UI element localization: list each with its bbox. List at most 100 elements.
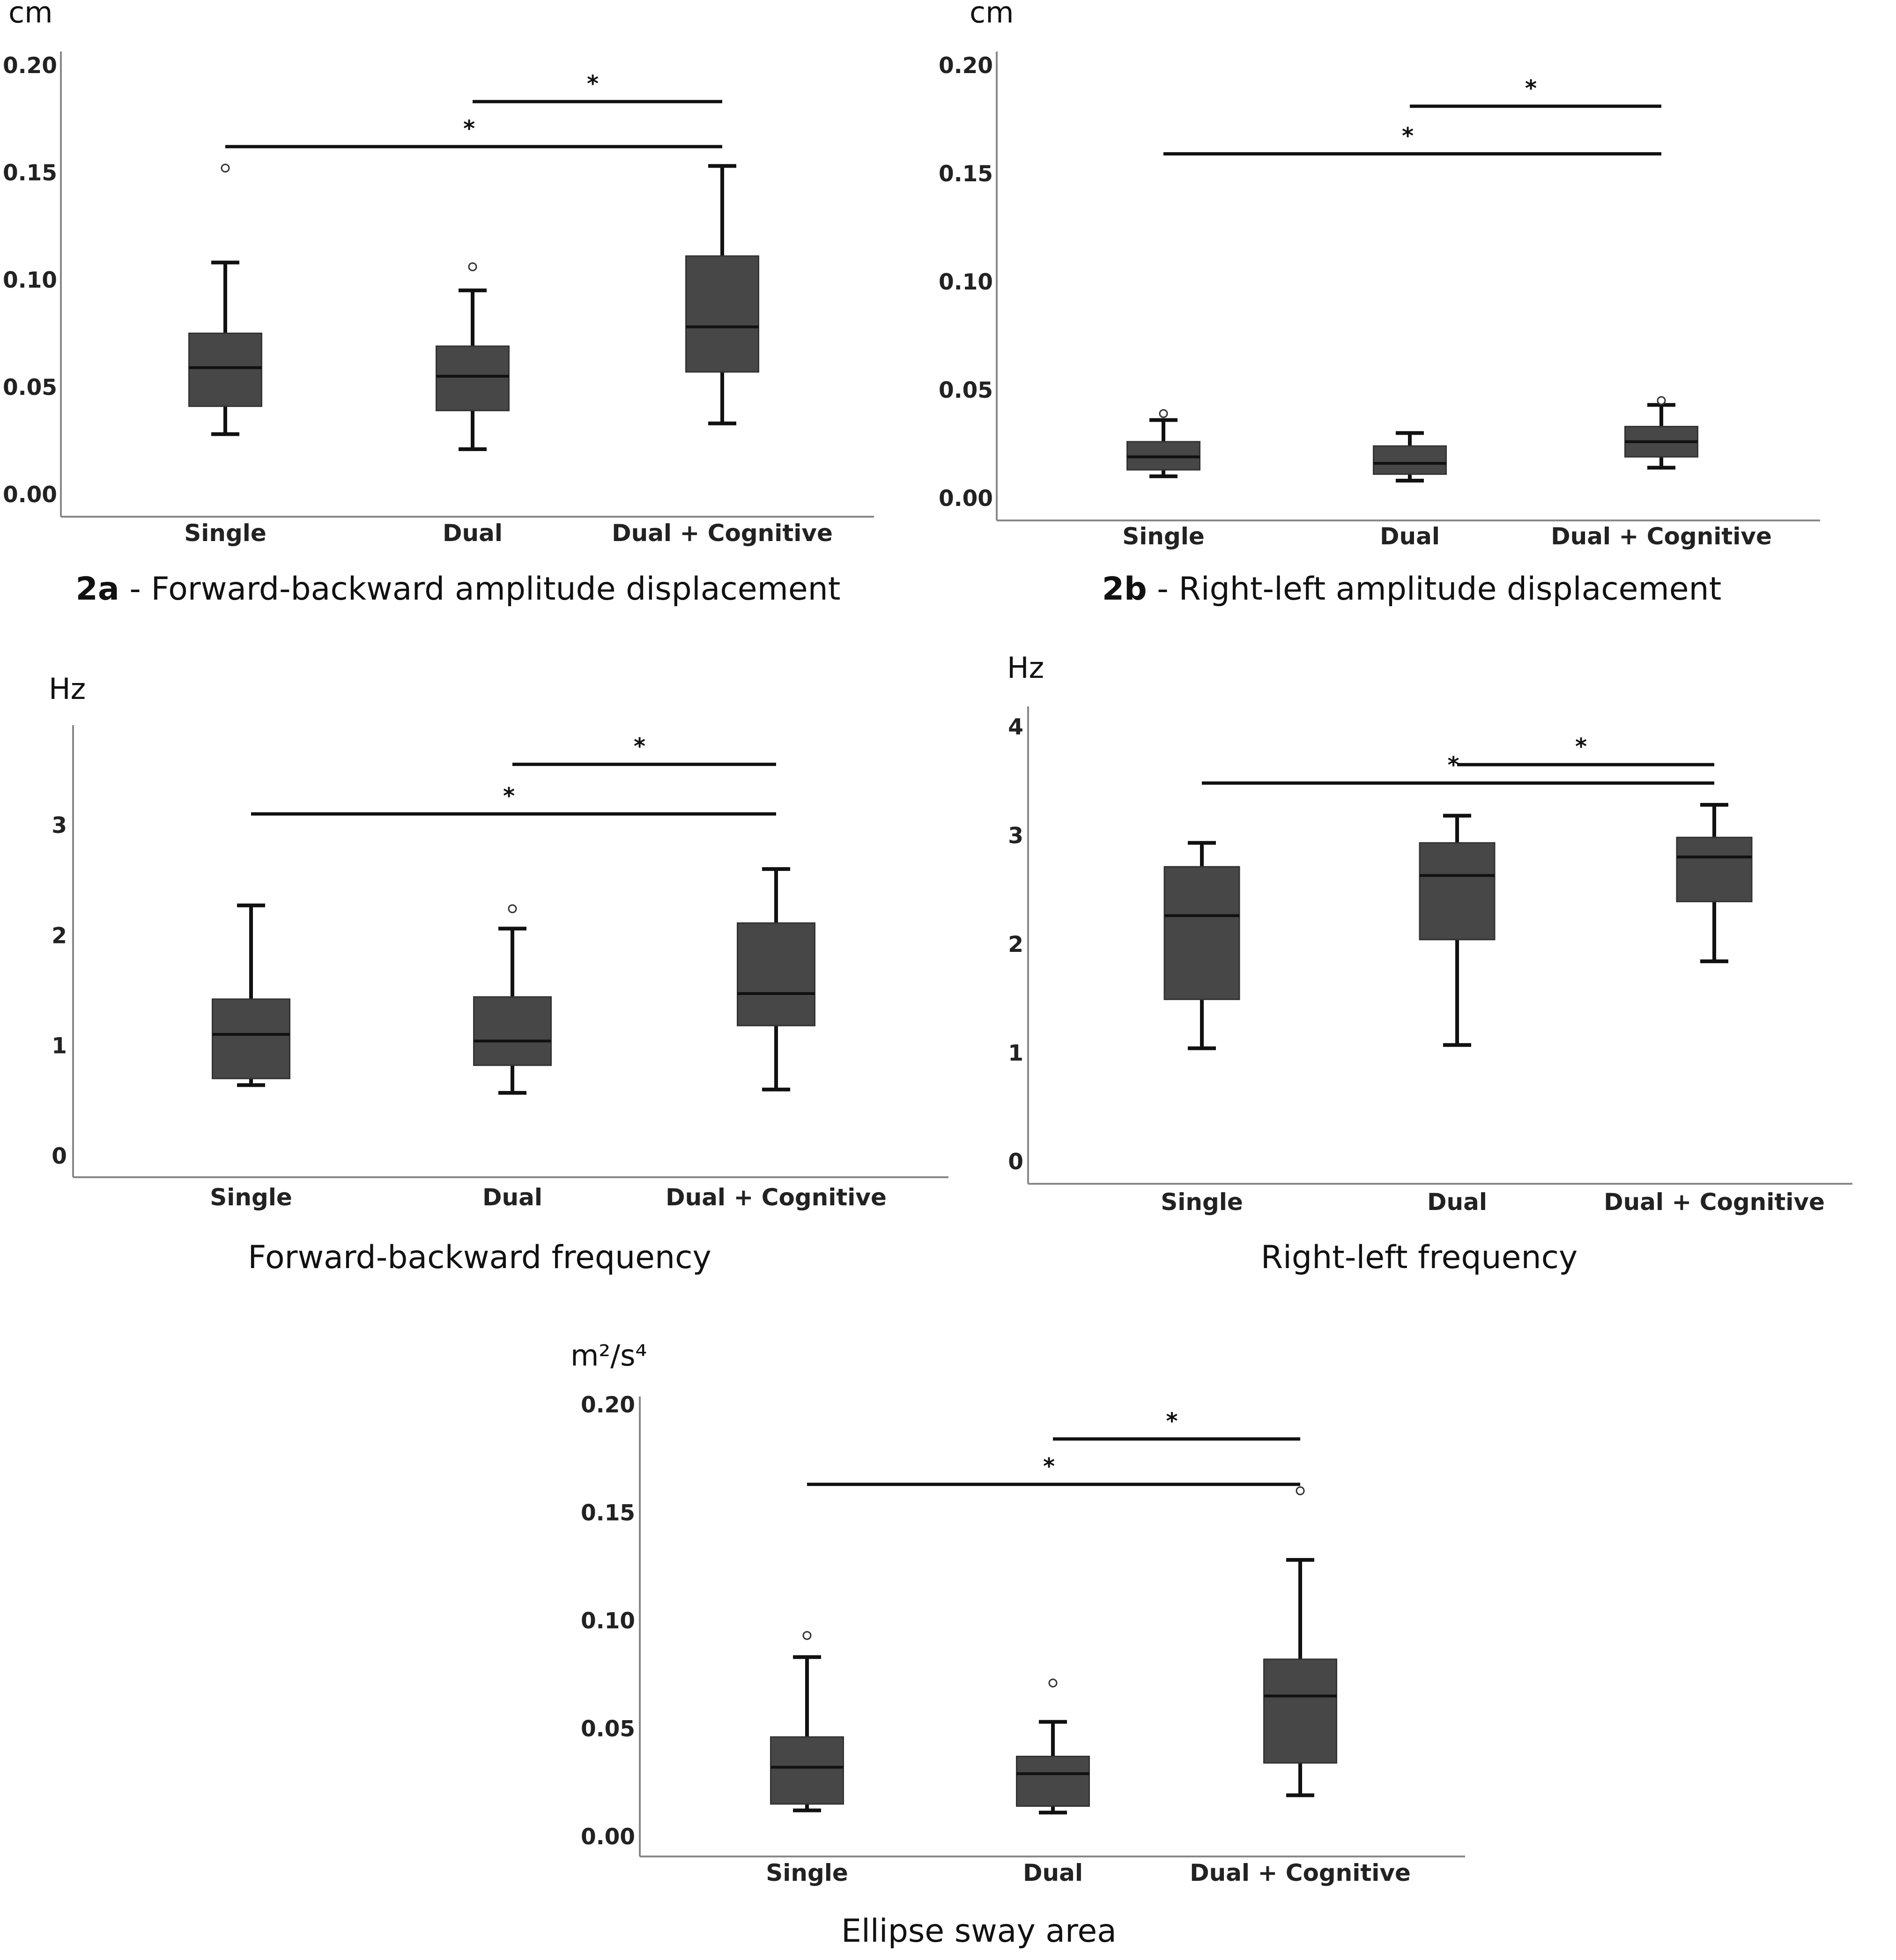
box-iqr [737,922,815,1026]
y-tick-label: 0.15 [939,161,993,187]
x-category-label: Single [210,1184,292,1211]
outlier-point [1296,1486,1305,1495]
caption-panel-id: 2b [1102,571,1147,608]
boxplot-panel-5: m²/s⁴ 0.00 0.05 0.10 0.15 0.20 Single Dual Dual … [570,1338,1465,1950]
caption-text: - Forward-backward amplitude displacemen… [119,571,841,608]
x-category-label: Dual + Cognitive [1604,1188,1825,1216]
significance-star: * [1575,734,1587,760]
box-3 [1676,803,1753,964]
significance-star: * [503,783,515,809]
y-tick-label: 0.15 [3,160,57,186]
box-iqr [188,333,262,407]
y-unit-label: cm [8,0,52,30]
x-category-label: Dual [1427,1188,1487,1216]
box-1 [770,1631,844,1812]
y-tick-label: 0.05 [3,375,57,401]
significance-star: * [1043,1454,1055,1480]
box-iqr [436,345,510,411]
y-unit-label: m²/s⁴ [570,1338,647,1373]
significance-star: * [1402,123,1414,149]
caption-text: Right-left frequency [1261,1239,1578,1276]
x-category-label: Dual + Cognitive [666,1184,887,1211]
y-tick-label: 0.20 [939,53,993,79]
box-1 [1163,841,1240,1050]
x-category-label: Single [766,1859,848,1886]
x-category-label: Single [1122,523,1205,550]
panel-caption: Forward-backward frequency [248,1239,711,1276]
y-tick-label: 2 [1008,932,1023,958]
panel-caption: 2a - Forward-backward amplitude displace… [76,571,841,608]
x-category-label: Dual [1023,1859,1083,1886]
y-tick-label: 3 [52,813,67,839]
boxplot-panel-4: Hz 0 1 2 3 4 Single Dual Dual + Cognitive * * Right… [1007,651,1852,1276]
box-iqr [212,998,290,1079]
box-3 [1263,1486,1337,1797]
y-tick-label: 0.05 [581,1716,635,1742]
outlier-point [468,262,477,272]
boxplot-panel-1: cm 0.00 0.05 0.10 0.15 0.20 Single Dual Dual + C… [3,0,874,608]
y-tick-label: 0.00 [939,486,993,512]
y-tick-label: 0.20 [581,1392,635,1418]
significance-star: * [1525,75,1537,102]
box-3 [685,164,759,425]
y-tick-label: 0.10 [3,267,57,293]
caption-text: - Right-left amplitude displacement [1147,571,1722,608]
box-2 [1016,1678,1090,1815]
x-category-label: Dual [443,520,503,547]
x-category-label: Dual + Cognitive [612,520,833,547]
box-iqr [1163,866,1240,1000]
box-iqr [1419,842,1496,941]
y-tick-label: 0.10 [939,269,993,295]
box-iqr [1373,445,1447,475]
significance-star: * [1447,752,1459,779]
x-category-label: Single [184,520,267,547]
panel-caption: Right-left frequency [1261,1239,1578,1276]
y-tick-label: 4 [1008,714,1023,740]
outlier-point [1048,1678,1058,1688]
x-category-label: Dual [1380,523,1440,550]
y-tick-label: 1 [52,1033,67,1059]
outlier-point [221,163,230,173]
y-tick-label: 0.10 [581,1608,635,1634]
y-tick-label: 0.20 [3,53,57,79]
x-category-label: Dual [482,1184,542,1211]
outlier-point [1159,409,1168,418]
outlier-point [508,904,517,913]
box-1 [212,903,290,1087]
y-tick-label: 0 [1008,1149,1023,1175]
box-2 [1419,814,1496,1047]
y-unit-label: cm [970,0,1014,30]
x-category-label: Dual + Cognitive [1190,1859,1411,1886]
x-category-label: Dual + Cognitive [1551,523,1772,550]
y-tick-label: 0 [52,1143,67,1169]
y-tick-label: 0.00 [581,1824,635,1850]
y-tick-label: 0.00 [3,482,57,508]
boxplot-panel-3: Hz 0 1 2 3 Single Dual Dual + Cognitive * * Forwar… [49,672,948,1276]
box-2 [1373,431,1447,483]
box-3 [737,867,815,1091]
y-tick-label: 0.05 [939,378,993,403]
y-tick-label: 1 [1008,1040,1023,1066]
box-iqr [1016,1755,1090,1807]
box-2 [473,904,552,1095]
panel-caption: Ellipse sway area [841,1913,1117,1950]
box-3 [1624,396,1698,470]
box-2 [436,262,510,451]
box-iqr [1676,837,1753,903]
box-iqr [1263,1658,1337,1764]
caption-panel-id: 2a [76,571,119,608]
box-1 [1126,409,1200,478]
y-unit-label: Hz [49,672,86,706]
boxplot-panel-2: cm 0.00 0.05 0.10 0.15 0.20 Single Dual Dual + C… [939,0,1820,608]
y-unit-label: Hz [1007,651,1044,685]
outlier-point [1657,396,1666,405]
y-tick-label: 3 [1008,823,1023,849]
outlier-point [802,1631,812,1640]
caption-text: Ellipse sway area [841,1913,1117,1950]
box-iqr [770,1736,844,1805]
box-iqr [473,996,552,1066]
significance-star: * [463,116,475,142]
y-tick-label: 2 [52,923,67,949]
significance-star: * [1166,1408,1178,1434]
